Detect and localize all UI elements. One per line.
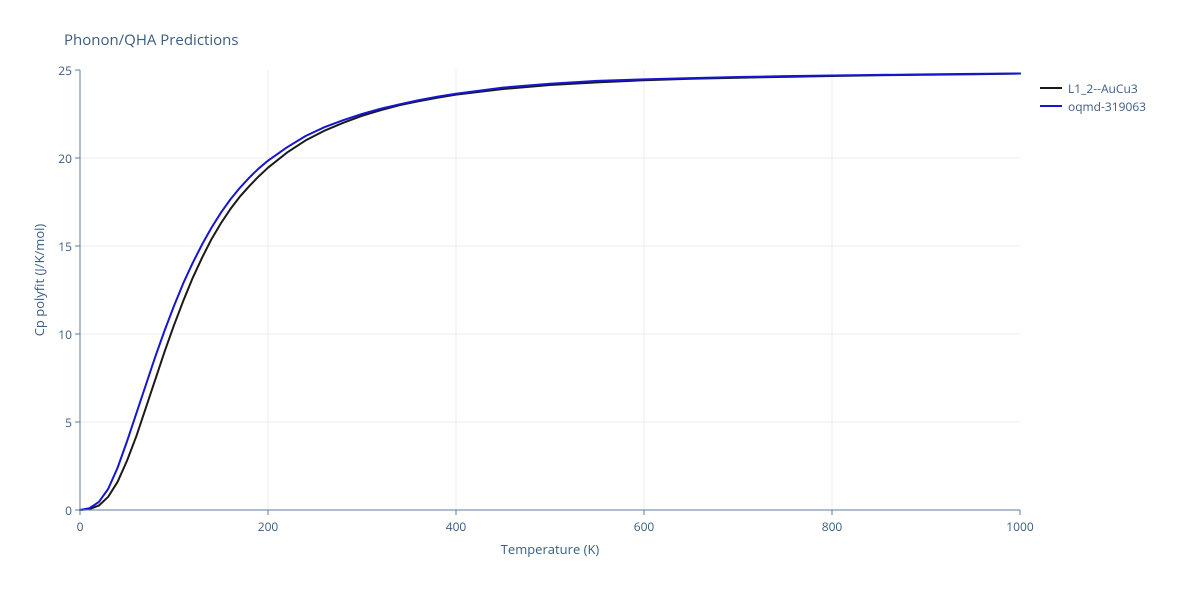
y-tick-label: 20 — [42, 150, 72, 167]
x-tick-label: 800 — [817, 518, 847, 535]
grid-group — [80, 70, 1020, 510]
series-group — [80, 74, 1020, 510]
legend-item[interactable]: L1_2--AuCu3 — [1040, 80, 1146, 96]
y-tick-label: 5 — [42, 414, 72, 431]
legend-swatch — [1040, 87, 1062, 89]
y-tick-label: 25 — [42, 62, 72, 79]
y-tick-label: 15 — [42, 238, 72, 255]
series-line[interactable] — [80, 74, 1020, 510]
legend: L1_2--AuCu3oqmd-319063 — [1040, 80, 1146, 116]
chart-container: { "chart": { "type": "line", "title": "P… — [0, 0, 1200, 600]
x-tick-label: 600 — [629, 518, 659, 535]
legend-label: oqmd-319063 — [1068, 98, 1146, 115]
x-tick-label: 0 — [65, 518, 95, 535]
x-tick-label: 400 — [441, 518, 471, 535]
legend-label: L1_2--AuCu3 — [1068, 80, 1138, 97]
legend-swatch — [1040, 105, 1062, 107]
x-tick-label: 1000 — [1005, 518, 1035, 535]
legend-item[interactable]: oqmd-319063 — [1040, 98, 1146, 114]
axes-group — [75, 70, 1020, 515]
series-line[interactable] — [80, 74, 1020, 510]
y-tick-label: 0 — [42, 502, 72, 519]
x-tick-label: 200 — [253, 518, 283, 535]
plot-svg — [0, 0, 1200, 600]
y-tick-label: 10 — [42, 326, 72, 343]
